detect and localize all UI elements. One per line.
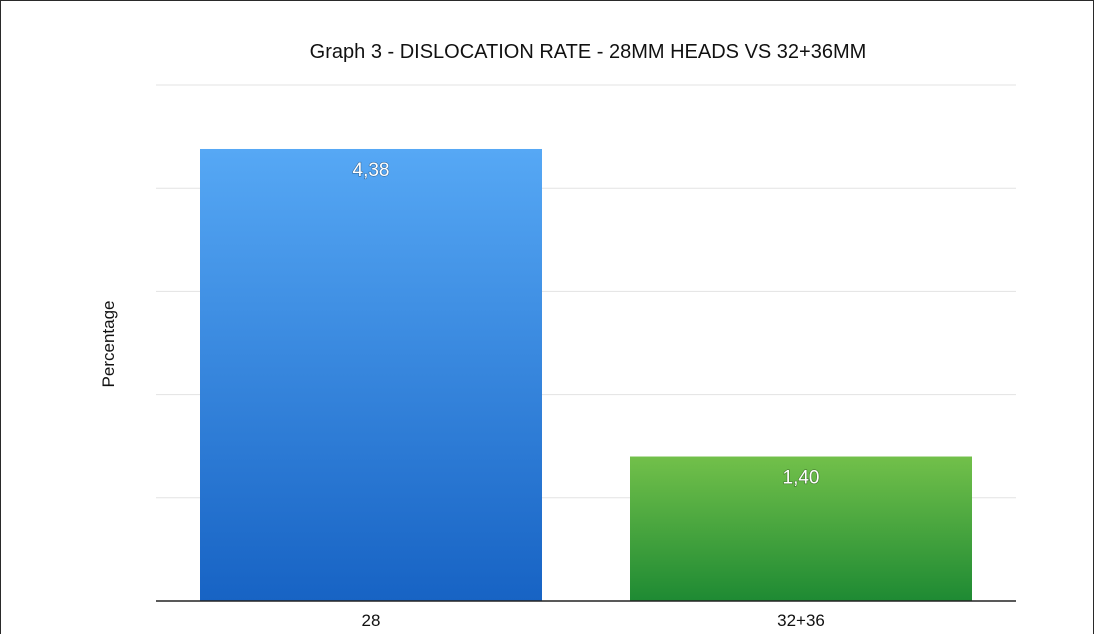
bar-32-36 [630, 456, 972, 601]
bar-28 [200, 148, 542, 601]
chart-title: Graph 3 - DISLOCATION RATE - 28MM HEADS … [310, 41, 867, 63]
data-label: 1,40 [783, 468, 820, 489]
bars [200, 148, 972, 601]
x-tick-labels: 28 32+36 [362, 611, 825, 630]
x-tick-label: 28 [362, 611, 381, 630]
data-labels: 4,38 1,40 [352, 159, 820, 489]
data-label: 4,38 [353, 160, 390, 181]
y-axis-label: Percentage [99, 301, 118, 388]
x-tick-label: 32+36 [777, 611, 825, 630]
